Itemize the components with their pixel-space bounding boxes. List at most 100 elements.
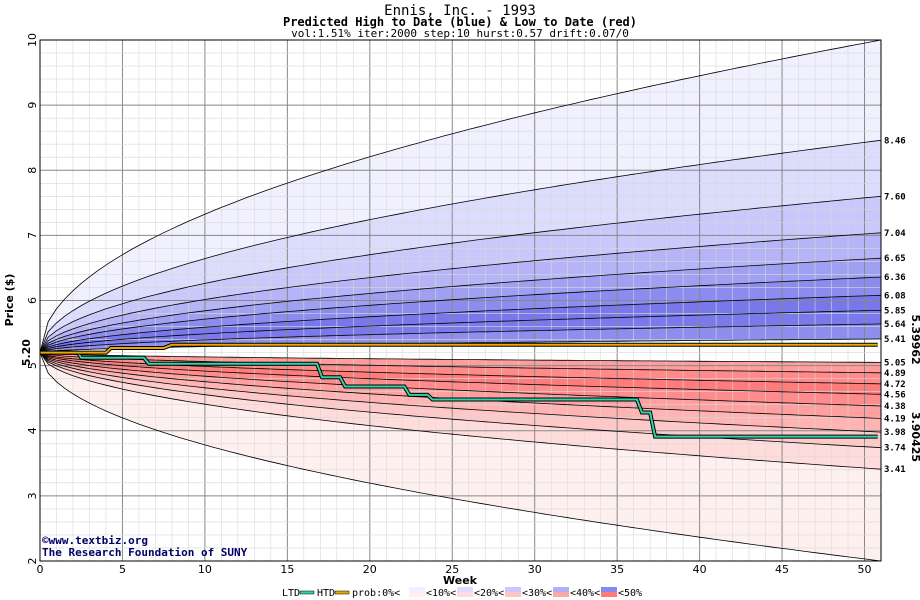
quantile-line <box>39 294 882 353</box>
right-quantile-label: 3.74 <box>884 444 906 454</box>
quantile-line <box>39 257 882 353</box>
y-tick-label: 10 <box>26 33 39 47</box>
credit-url: ©www.textbiz.org <box>42 534 148 547</box>
lower-band-1 <box>40 352 881 470</box>
legend-prob-label: <20%< <box>474 588 504 599</box>
legend-ltd-swatch <box>299 590 315 595</box>
right-quantile-label: 4.72 <box>884 380 906 390</box>
legend-swatch-lower <box>553 592 569 597</box>
series-lines <box>40 342 878 439</box>
right-quantile-label: 3.98 <box>884 428 906 438</box>
y-tick-label: 3 <box>26 492 39 499</box>
quantile-line <box>39 309 882 353</box>
quantile-line <box>39 352 882 449</box>
grid-lines <box>40 39 881 562</box>
x-axis-title: Week <box>443 574 478 587</box>
quantile-line <box>39 195 882 353</box>
lower-band-3 <box>40 352 881 433</box>
plot-frame <box>39 39 882 562</box>
x-tick-label: 10 <box>198 563 212 576</box>
legend-swatch-upper <box>505 587 521 592</box>
right-quantile-label: 5.41 <box>884 335 906 345</box>
right-quantile-label: 6.08 <box>884 291 906 301</box>
y-tick-label: 6 <box>26 297 39 304</box>
lower-band-7 <box>40 352 881 384</box>
right-quantile-label: 4.38 <box>884 402 906 412</box>
y-tick-label: 5 <box>26 362 39 369</box>
quantile-line <box>39 39 882 353</box>
legend-prob-label: <30%< <box>522 588 552 599</box>
right-quantile-label: 6.36 <box>884 273 906 283</box>
right-quantile-label: 6.65 <box>884 254 906 264</box>
x-tick-label: 35 <box>610 563 624 576</box>
upper-band-1 <box>40 140 881 353</box>
quantile-line <box>39 139 882 353</box>
legend-swatch-upper <box>553 587 569 592</box>
lower-band-2 <box>40 352 881 448</box>
right-quantile-label: 3.41 <box>884 465 906 475</box>
x-tick-label: 50 <box>858 563 872 576</box>
final-high-label: 5.39962 <box>909 315 920 365</box>
upper-band-5 <box>40 277 881 353</box>
x-tick-label: 20 <box>363 563 377 576</box>
quantile-line <box>39 352 882 562</box>
x-tick-label: 40 <box>693 563 707 576</box>
right-quantile-label: 7.04 <box>884 229 906 239</box>
right-quantile-label: 5.05 <box>884 358 906 368</box>
quantile-line <box>39 352 882 407</box>
upper-band-7 <box>40 310 881 353</box>
x-tick-label: 15 <box>280 563 294 576</box>
right-quantile-label: 4.19 <box>884 414 906 424</box>
x-tick-label: 30 <box>528 563 542 576</box>
legend-prob-label: <10%< <box>426 588 456 599</box>
right-quantile-label: 4.56 <box>884 390 906 400</box>
chart-title: Ennis, Inc. - 1993 <box>384 3 536 19</box>
quantile-line <box>39 323 882 353</box>
credit-org: The Research Foundation of SUNY <box>42 546 248 559</box>
y-axis-title: Price ($) <box>3 274 16 327</box>
y-tick-labels: 2 3 4 5 6 7 8 9 10 <box>26 33 39 565</box>
x-tick-label: 5 <box>119 563 126 576</box>
quantile-line <box>39 352 882 363</box>
y-tick-label: 7 <box>26 232 39 239</box>
right-quantile-label: 5.64 <box>884 320 906 330</box>
upper-band-4 <box>40 258 881 353</box>
upper-band-3 <box>40 232 881 353</box>
lower-band-6 <box>40 352 881 395</box>
legend-swatch-lower <box>409 592 425 597</box>
legend: LTD HTD prob:0%< <10%< <20%< <30%< <40%< <50% <box>282 587 642 599</box>
y-tick-label: 9 <box>26 102 39 109</box>
legend-swatch-lower <box>505 592 521 597</box>
y-tick-label: 8 <box>26 167 39 174</box>
chart-params: vol:1.51% iter:2000 step:10 hurst:0.57 d… <box>291 27 629 40</box>
quantile-boundaries <box>39 39 882 562</box>
quantile-line <box>39 352 882 470</box>
quantile-line <box>39 352 882 395</box>
legend-prob-label: prob:0%< <box>352 588 400 599</box>
htd-line <box>40 343 878 354</box>
y-tick-label: 2 <box>26 558 39 565</box>
right-quantile-label: 8.46 <box>884 136 906 146</box>
legend-htd-label: HTD <box>317 588 335 599</box>
start-price-label: 5.20 <box>20 339 33 366</box>
x-tick-label: 45 <box>775 563 789 576</box>
final-low-label: 3.90425 <box>909 412 920 462</box>
legend-swatch-upper <box>409 587 425 592</box>
right-quantile-labels: 8.46 7.60 7.04 6.65 6.36 6.08 5.85 5.64 5.41 5.05… <box>884 136 906 475</box>
legend-htd-swatch <box>334 590 350 595</box>
quantile-line <box>39 232 882 353</box>
y-tick-label: 4 <box>26 427 39 434</box>
legend-ltd-label: LTD <box>282 588 300 599</box>
legend-swatch-lower <box>601 592 617 597</box>
legend-swatch-upper <box>601 587 617 592</box>
x-tick-label: 25 <box>445 563 459 576</box>
quantile-line <box>39 352 882 374</box>
legend-prob-label: <40%< <box>570 588 600 599</box>
right-quantile-label: 5.85 <box>884 306 906 316</box>
chart-subtitle: Predicted High to Date (blue) & Low to D… <box>283 15 637 29</box>
x-tick-labels: 0 5 10 15 20 25 30 35 40 45 50 <box>37 563 872 576</box>
x-tick-label: 0 <box>37 563 44 576</box>
legend-swatch-lower <box>457 592 473 597</box>
lower-band-4 <box>40 352 881 419</box>
